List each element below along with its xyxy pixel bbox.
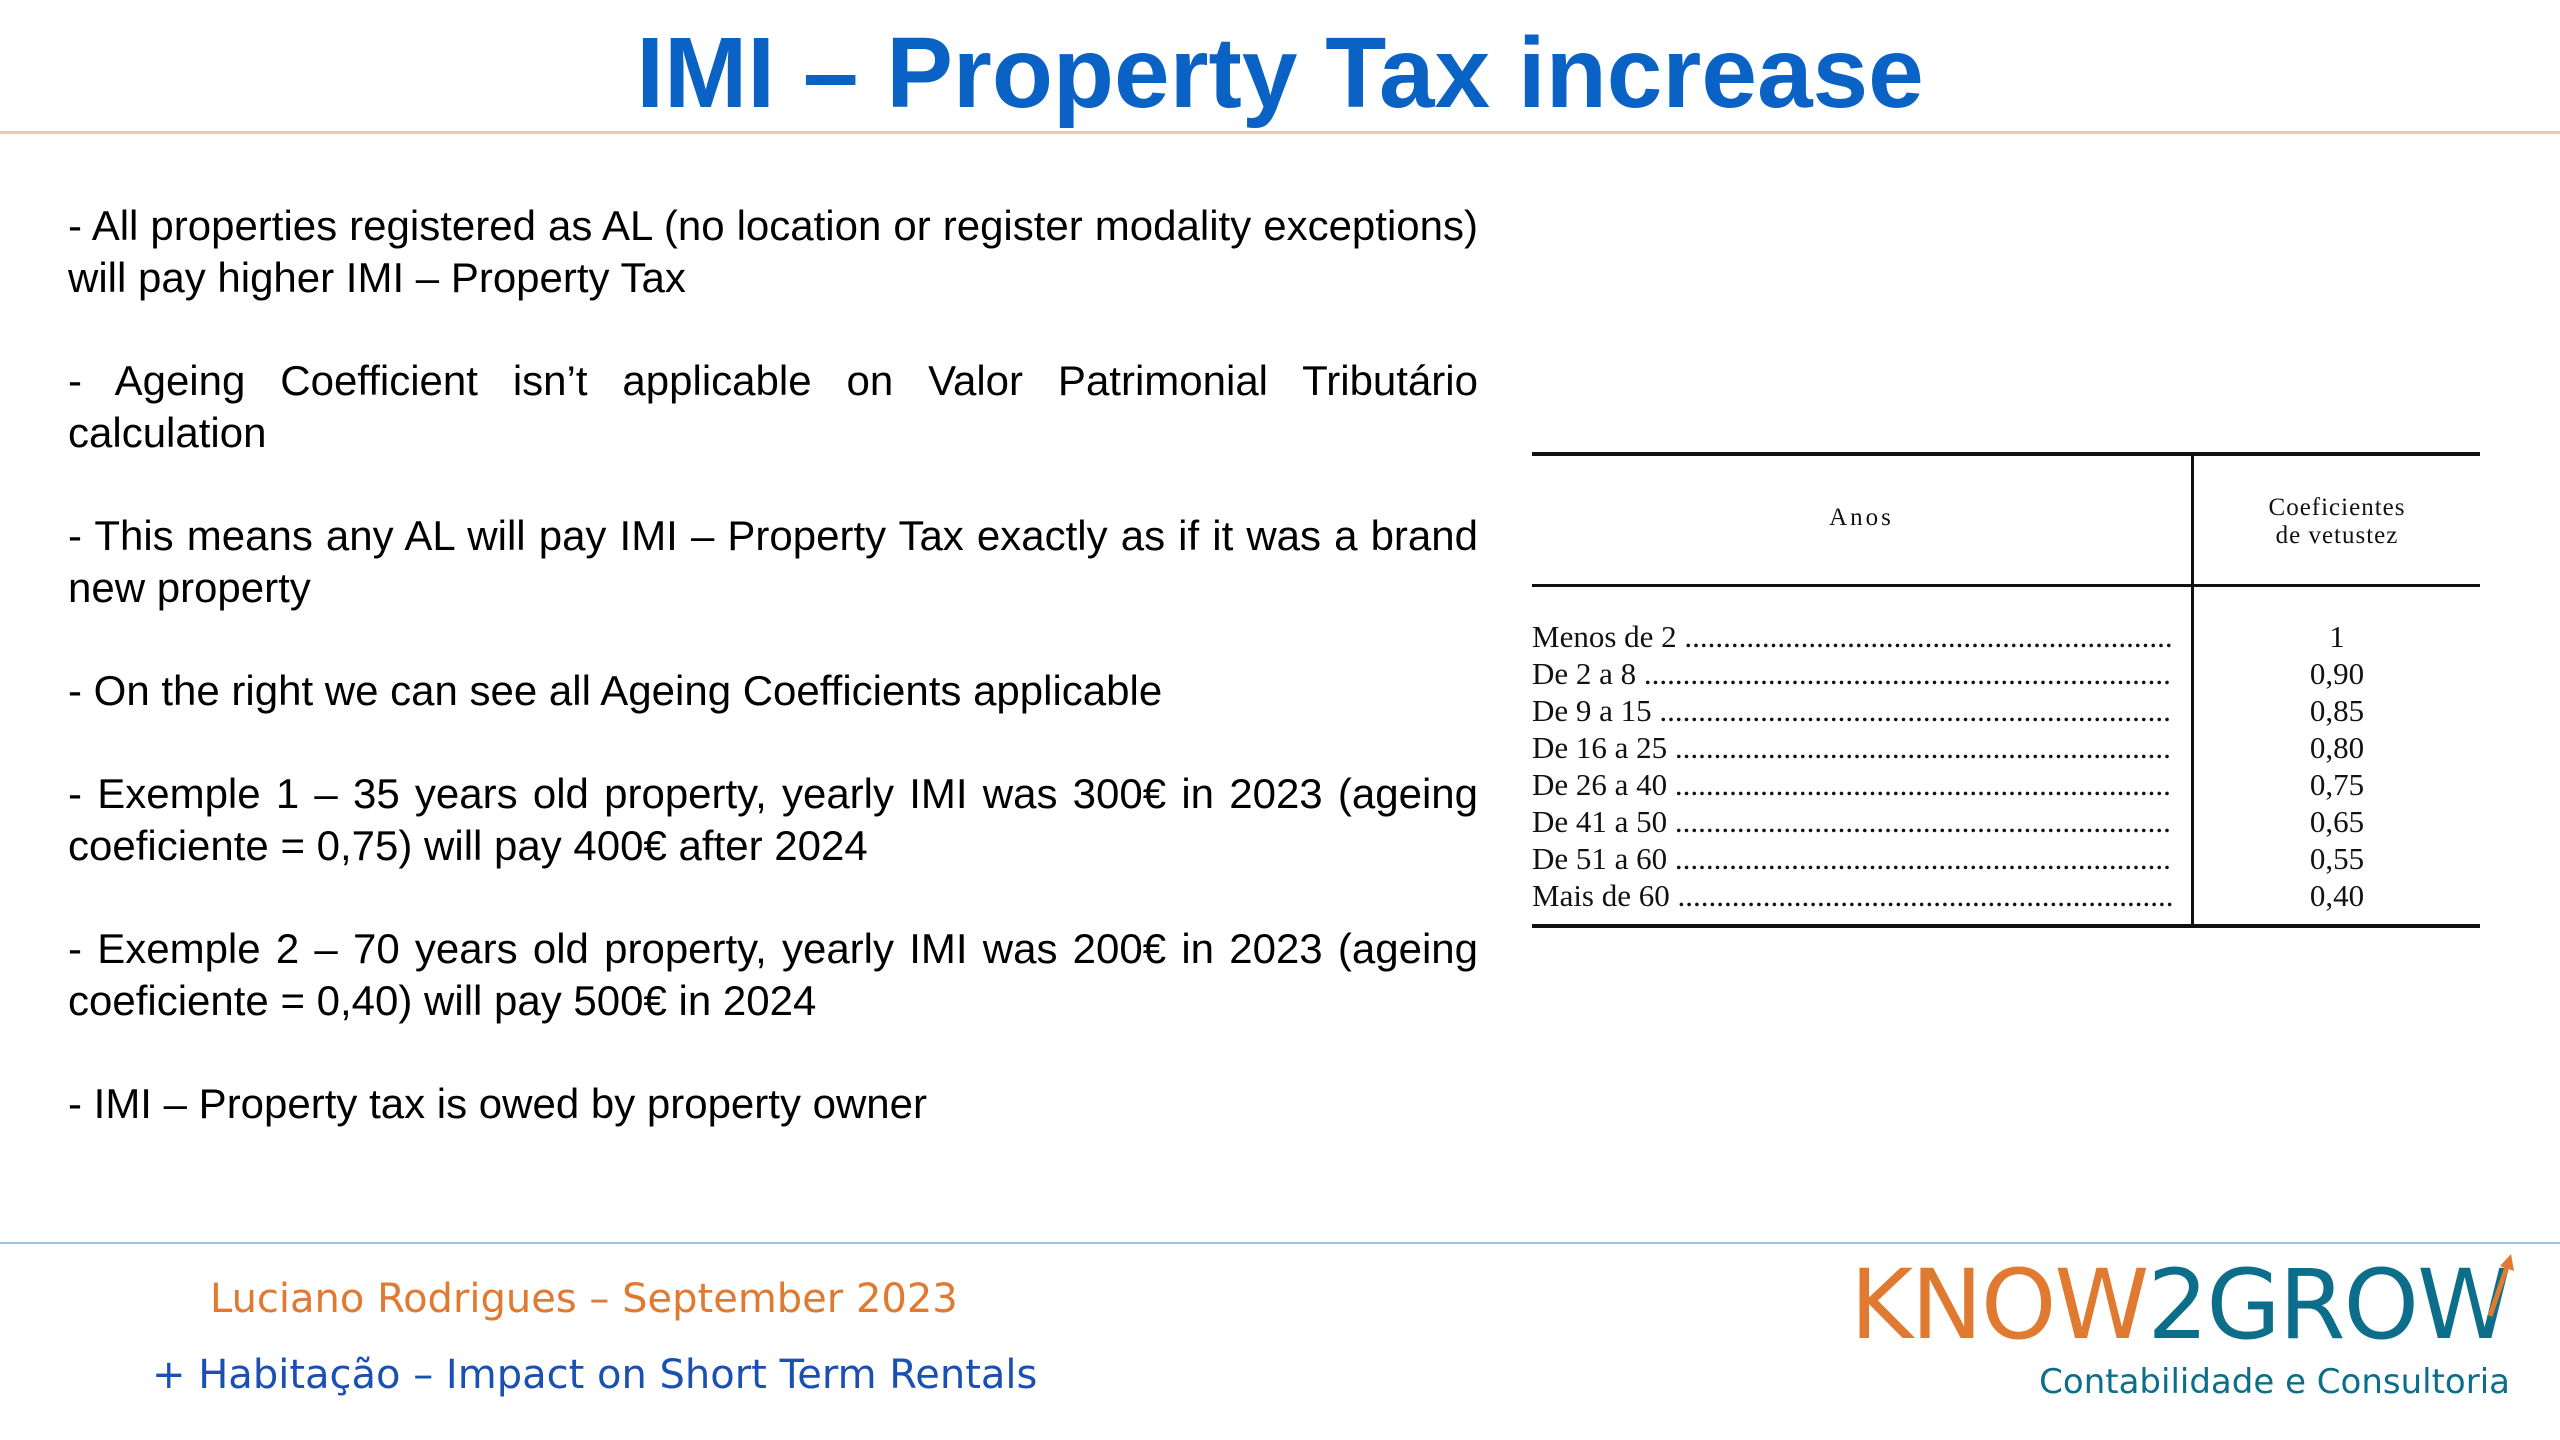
table-row-years: De 2 a 8 ...............................… [1532,656,2172,691]
table-header-coef-line1: Coeficientes [2268,494,2406,521]
table-row-coefficient: 0,40 [2309,878,2365,913]
footer-divider [0,1242,2560,1244]
table-row: Menos de 2 .............................… [1532,618,2480,655]
table-row-coefficient: 0,80 [2309,730,2365,765]
logo-tagline: Contabilidade e Consultoria [2039,1362,2510,1402]
table-row-coefficient: 0,75 [2309,767,2365,802]
bullet-item: - Ageing Coefficient isn’t applicable on… [68,357,1478,456]
footer-subtitle: + Habitação – Impact on Short Term Renta… [152,1352,1038,1398]
bullet-item: - Exemple 1 – 35 years old property, yea… [68,770,1478,869]
table-row: De 9 a 15 ..............................… [1532,692,2480,729]
table-row: Mais de 60 .............................… [1532,877,2480,914]
table-row-coefficient: 0,90 [2309,656,2365,691]
table-row: De 16 a 25 .............................… [1532,729,2480,766]
bullet-item: - This means any AL will pay IMI – Prope… [68,512,1478,611]
table-row-years: De 51 a 60 .............................… [1532,841,2172,876]
table-body: Menos de 2 .............................… [1532,618,2480,914]
growth-arrow-icon [2487,1254,2514,1317]
slide-title: IMI – Property Tax increase [636,17,1924,129]
table-row-years: De 41 a 50 .............................… [1532,804,2172,839]
table-header-coefficients: Coeficientes de vetustez [2194,494,2480,550]
footer-author: Luciano Rodrigues – September 2023 [210,1276,958,1322]
logo-word-know: KNOW [1850,1249,2149,1361]
table-row: De 26 a 40 .............................… [1532,766,2480,803]
table-row-years: De 16 a 25 .............................… [1532,730,2172,765]
title-divider [0,131,2560,134]
table-column-divider [2191,452,2194,926]
logo-word-two: 2 [2147,1249,2208,1361]
table-row-years: Mais de 60 .............................… [1532,878,2172,913]
logo-word-grow: GROW [2206,1249,2512,1361]
table-row-coefficient: 0,85 [2309,693,2365,728]
table-row-years: De 26 a 40 .............................… [1532,767,2172,802]
table-header-coef-line2: de vetustez [2275,522,2399,549]
table-row: De 41 a 50 .............................… [1532,803,2480,840]
table-row-coefficient: 1 [2329,619,2345,654]
bullet-item: - On the right we can see all Ageing Coe… [68,667,1163,714]
logo-wordmark: KNOW2GROW [1850,1249,2512,1361]
table-row-years: Menos de 2 .............................… [1532,619,2172,654]
bullet-list: - All properties registered as AL (no lo… [68,200,1478,1181]
know2grow-logo: KNOW2GROW Contabilidade e Consultoria [1850,1250,2520,1410]
table-row-coefficient: 0,65 [2309,804,2365,839]
table-row: De 2 a 8 ...............................… [1532,655,2480,692]
table-row: De 51 a 60 .............................… [1532,840,2480,877]
table-bottom-rule [1532,924,2480,928]
ageing-coefficient-table: Anos Coeficientes de vetustez Menos de 2… [1532,452,2480,930]
bullet-item: - All properties registered as AL (no lo… [68,202,1478,301]
table-top-rule [1532,452,2480,456]
table-row-years: De 9 a 15 ..............................… [1532,693,2172,728]
bullet-item: - IMI – Property tax is owed by property… [68,1080,928,1127]
table-row-coefficient: 0,55 [2309,841,2365,876]
table-header-rule [1532,584,2480,587]
bullet-item: - Exemple 2 – 70 years old property, yea… [68,925,1478,1024]
table-header-years: Anos [1829,504,1894,531]
